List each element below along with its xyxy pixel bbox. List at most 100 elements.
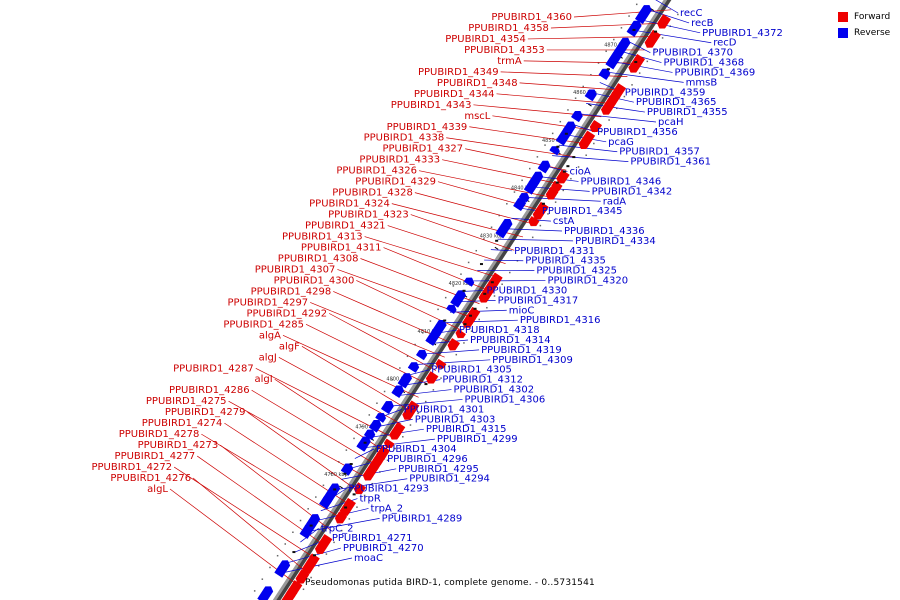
reverse-gene-leader [463, 290, 485, 292]
reverse-gene-label: PPUBIRD1_4312 [442, 375, 523, 386]
gene-marker [555, 181, 559, 184]
reverse-gene [523, 177, 540, 195]
reverse-gene-leader [504, 228, 563, 232]
dot [460, 273, 462, 275]
forward-gene-leader [573, 9, 671, 18]
forward-gene-label: PPUBIRD1_4308 [278, 253, 359, 264]
reverse-gene-label: PPUBIRD1_4271 [332, 533, 413, 544]
legend: Forward Reverse [838, 9, 890, 41]
dot [582, 85, 584, 88]
dot [399, 367, 401, 369]
dot [570, 177, 572, 180]
dot [567, 109, 569, 111]
reverse-gene-leader [361, 438, 435, 449]
gene-marker [344, 506, 348, 509]
dot [638, 72, 641, 74]
dot [490, 226, 493, 228]
forward-gene-leader [192, 477, 306, 572]
reverse-swatch [838, 28, 848, 38]
reverse-gene-leader [497, 238, 574, 242]
forward-gene-leader [364, 236, 497, 278]
dot [661, 37, 664, 39]
reverse-gene-label: PPUBIRD1_4319 [481, 345, 562, 356]
legend-label-forward: Forward [854, 12, 891, 22]
reverse-gene-label: radA [603, 196, 627, 207]
reverse-gene-leader [422, 349, 480, 355]
reverse-gene [626, 20, 642, 37]
dot [528, 167, 531, 170]
forward-gene-label: PPUBIRD1_4297 [228, 297, 309, 308]
reverse-gene-label: PPUBIRD1_4305 [431, 365, 512, 376]
gene-marker [443, 319, 447, 322]
dot [444, 296, 447, 299]
dot [521, 179, 523, 182]
legend-item-forward: Forward [838, 9, 890, 25]
dot [585, 154, 587, 156]
reverse-gene [598, 68, 611, 81]
forward-gene [425, 371, 439, 384]
dot [340, 529, 343, 532]
reverse-gene-label: PPUBIRD1_4325 [536, 266, 617, 277]
forward-gene [589, 119, 603, 133]
dot [544, 144, 546, 146]
dot [310, 576, 312, 579]
forward-gene-label: PPUBIRD1_4348 [437, 78, 518, 89]
reverse-gene-leader [531, 186, 590, 192]
dot [394, 447, 396, 450]
forward-gene-label: PPUBIRD1_4321 [305, 221, 386, 232]
reverse-gene [495, 218, 513, 239]
reverse-gene [463, 277, 475, 287]
forward-gene [578, 130, 596, 150]
reverse-gene-label: PPUBIRD1_4365 [636, 97, 717, 108]
forward-gene-label: PPUBIRD1_4278 [119, 429, 200, 440]
reverse-gene-label: mioC [509, 305, 535, 316]
dot [376, 402, 378, 404]
gene-marker [556, 145, 560, 148]
gene-marker [654, 30, 658, 33]
forward-gene-leader [550, 22, 663, 29]
gene-marker [363, 441, 367, 444]
dot [299, 519, 302, 522]
dot [554, 201, 557, 203]
dot [455, 353, 458, 356]
dot [253, 590, 256, 592]
reverse-gene-label: PPUBIRD1_4342 [592, 186, 673, 197]
reverse-gene-leader [354, 448, 375, 459]
dot [467, 261, 470, 264]
dot [574, 97, 577, 99]
reverse-gene-leader [552, 155, 629, 162]
dot [409, 424, 412, 426]
dot [360, 425, 363, 428]
reverse-gene [537, 160, 551, 174]
dot [593, 142, 595, 145]
gene-marker [541, 202, 545, 205]
reverse-gene [363, 429, 376, 441]
reverse-gene [415, 349, 428, 361]
dot [307, 508, 309, 510]
reverse-gene-leader [375, 418, 413, 428]
dot [677, 13, 679, 16]
forward-gene [402, 409, 414, 420]
gene-marker [424, 383, 428, 386]
reverse-gene-label: recB [691, 18, 714, 29]
reverse-gene-leader [388, 399, 463, 407]
gene-marker [564, 132, 568, 135]
reverse-gene-label: PPUBIRD1_4315 [426, 424, 507, 435]
forward-gene [447, 337, 461, 351]
reverse-gene-leader [395, 389, 452, 397]
forward-gene-label: PPUBIRD1_4275 [146, 396, 227, 407]
dot [414, 343, 416, 346]
forward-gene-label: algL [147, 484, 168, 495]
forward-gene-leader [446, 137, 576, 158]
dot [302, 588, 305, 591]
reverse-gene-leader [409, 369, 430, 376]
reverse-gene-label: PPUBIRD1_4302 [453, 385, 534, 396]
forward-gene [295, 569, 310, 584]
dot [506, 203, 508, 205]
reverse-gene-label: PPUBIRD1_4369 [675, 67, 756, 78]
reverse-gene-label: PPUBIRD1_4345 [542, 206, 623, 217]
dot [440, 377, 442, 379]
forward-gene-label: algI [254, 374, 272, 385]
reverse-gene-label: PPUBIRD1_4361 [630, 157, 711, 168]
